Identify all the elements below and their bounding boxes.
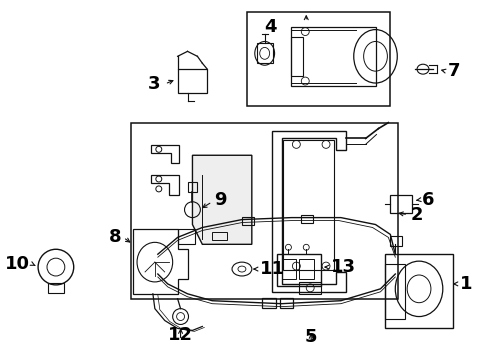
Bar — [279, 298, 294, 308]
Text: 10: 10 — [5, 255, 30, 273]
Bar — [386, 264, 405, 319]
Text: 1: 1 — [460, 275, 472, 293]
Text: 5: 5 — [305, 328, 318, 346]
Bar — [247, 12, 391, 106]
Bar — [391, 195, 412, 213]
Bar — [299, 282, 321, 294]
Text: 6: 6 — [422, 191, 435, 209]
Text: 2: 2 — [410, 206, 423, 224]
Text: 9: 9 — [214, 191, 227, 209]
Bar — [262, 298, 275, 308]
Bar — [299, 259, 314, 279]
Text: 12: 12 — [168, 326, 193, 344]
Bar — [284, 140, 334, 270]
Text: 8: 8 — [109, 228, 121, 246]
Bar — [276, 254, 321, 286]
Bar — [292, 27, 375, 86]
Text: 3: 3 — [148, 75, 161, 93]
Bar — [386, 254, 453, 328]
Bar — [177, 69, 207, 93]
Text: 7: 7 — [448, 62, 460, 80]
Bar — [212, 233, 227, 240]
Text: 11: 11 — [260, 260, 285, 278]
Bar — [391, 237, 402, 246]
Text: 13: 13 — [331, 258, 356, 276]
Bar — [188, 182, 197, 192]
Polygon shape — [193, 155, 252, 244]
Bar — [292, 36, 303, 76]
Text: 4: 4 — [264, 18, 276, 36]
Bar — [177, 229, 196, 244]
Bar — [48, 283, 64, 293]
Bar — [282, 259, 296, 279]
Bar — [301, 215, 313, 222]
Bar — [242, 217, 254, 225]
Bar — [257, 44, 272, 63]
Bar — [131, 123, 398, 299]
